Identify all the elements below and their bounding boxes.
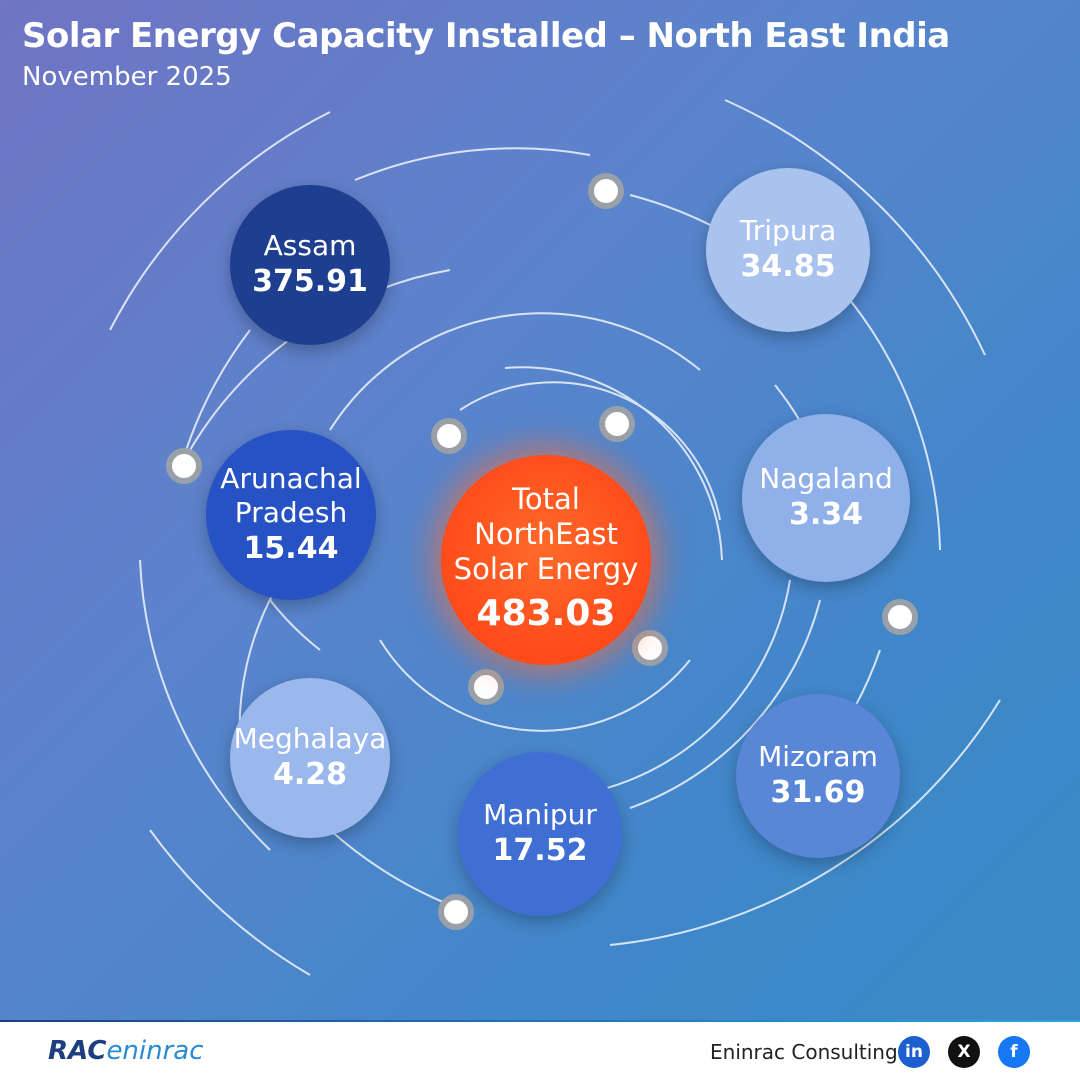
- bubble-label: Manipur: [483, 797, 597, 831]
- bubble-value: 483.03: [476, 592, 616, 634]
- bubble-label: Total NorthEast Solar Energy: [453, 482, 639, 586]
- bubble-label: Mizoram: [758, 739, 878, 773]
- bubble: Nagaland 3.34: [742, 414, 910, 582]
- logo: RACeninrac: [48, 1036, 204, 1066]
- bubble-label: Meghalaya: [233, 721, 387, 755]
- bubble-value: 4.28: [272, 757, 348, 793]
- linkedin-icon[interactable]: in: [898, 1036, 930, 1068]
- bubble: Total NorthEast Solar Energy 483.03: [441, 455, 651, 665]
- x-icon[interactable]: X: [948, 1036, 980, 1068]
- bubble: Mizoram 31.69: [736, 694, 900, 858]
- bubble-label: Nagaland: [759, 461, 893, 495]
- bubble-label: Assam: [263, 228, 357, 262]
- bubble: Arunachal Pradesh 15.44: [206, 430, 376, 600]
- bubble-label: Arunachal Pradesh: [220, 461, 362, 529]
- bubble-value: 3.34: [788, 497, 864, 533]
- facebook-icon[interactable]: f: [998, 1036, 1030, 1068]
- bubble-value: 34.85: [740, 249, 836, 285]
- company: Eninrac Consulting: [710, 1040, 898, 1064]
- orbits: [109, 99, 1001, 976]
- logo-text: eninrac: [106, 1036, 204, 1066]
- bubble-value: 15.44: [243, 531, 339, 567]
- bubble: Assam 375.91: [230, 185, 390, 345]
- logo-mark: RAC: [48, 1036, 107, 1066]
- bubble-value: 375.91: [252, 264, 368, 300]
- bubble-value: 31.69: [770, 775, 866, 811]
- bubble: Meghalaya 4.28: [230, 678, 390, 838]
- subtitle: November 2025: [22, 62, 232, 92]
- bubble: Manipur 17.52: [458, 752, 622, 916]
- bubble: Tripura 34.85: [706, 168, 870, 332]
- bubble-value: 17.52: [492, 833, 588, 869]
- bubble-label: Tripura: [739, 213, 837, 247]
- title: Solar Energy Capacity Installed – North …: [22, 16, 950, 56]
